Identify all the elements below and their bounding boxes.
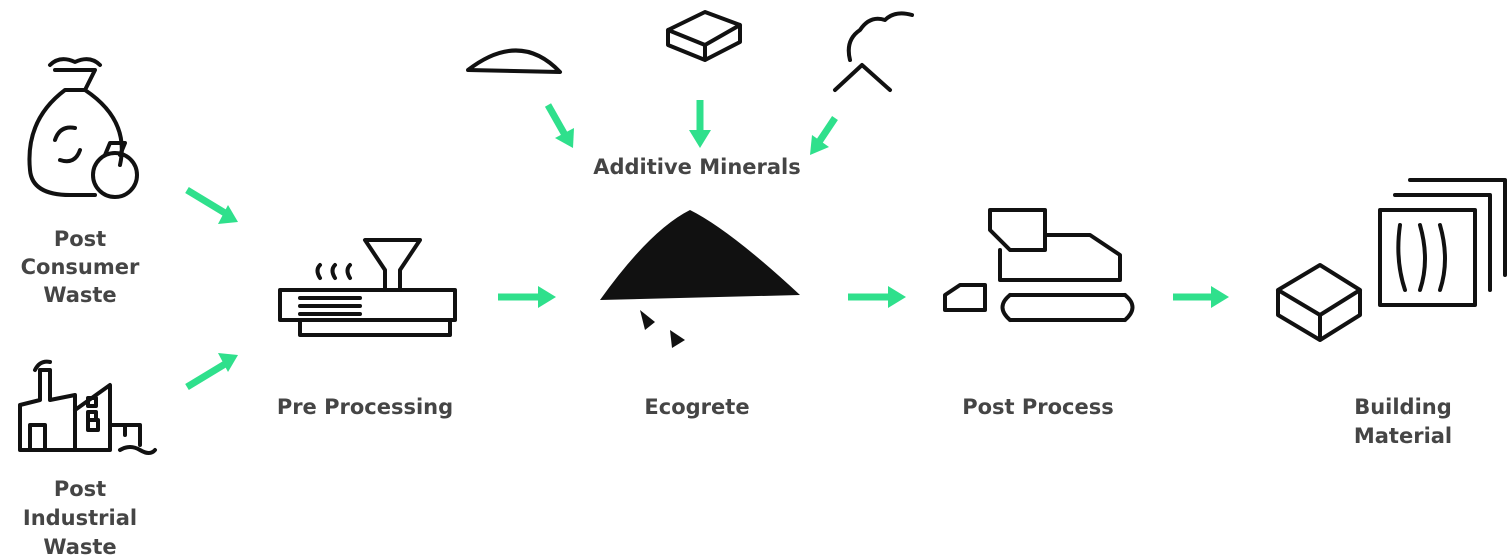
- node-label: Consumer: [21, 255, 140, 279]
- node-label: Post Process: [962, 395, 1114, 419]
- node-label: Building: [1354, 395, 1452, 419]
- node-label: Post: [54, 477, 106, 501]
- node-label: Post: [54, 227, 106, 251]
- icons: [20, 12, 1505, 453]
- node-label: Industrial: [23, 506, 137, 530]
- node-label: Waste: [43, 283, 116, 307]
- diagram: Post Consumer Waste Post Industrial Waste Pre …: [0, 0, 1510, 557]
- node-label: Waste: [43, 535, 116, 557]
- node-label: Additive Minerals: [593, 155, 801, 179]
- node-label: Material: [1354, 424, 1452, 448]
- node-label: Pre Processing: [277, 395, 453, 419]
- node-label: Ecogrete: [644, 395, 749, 419]
